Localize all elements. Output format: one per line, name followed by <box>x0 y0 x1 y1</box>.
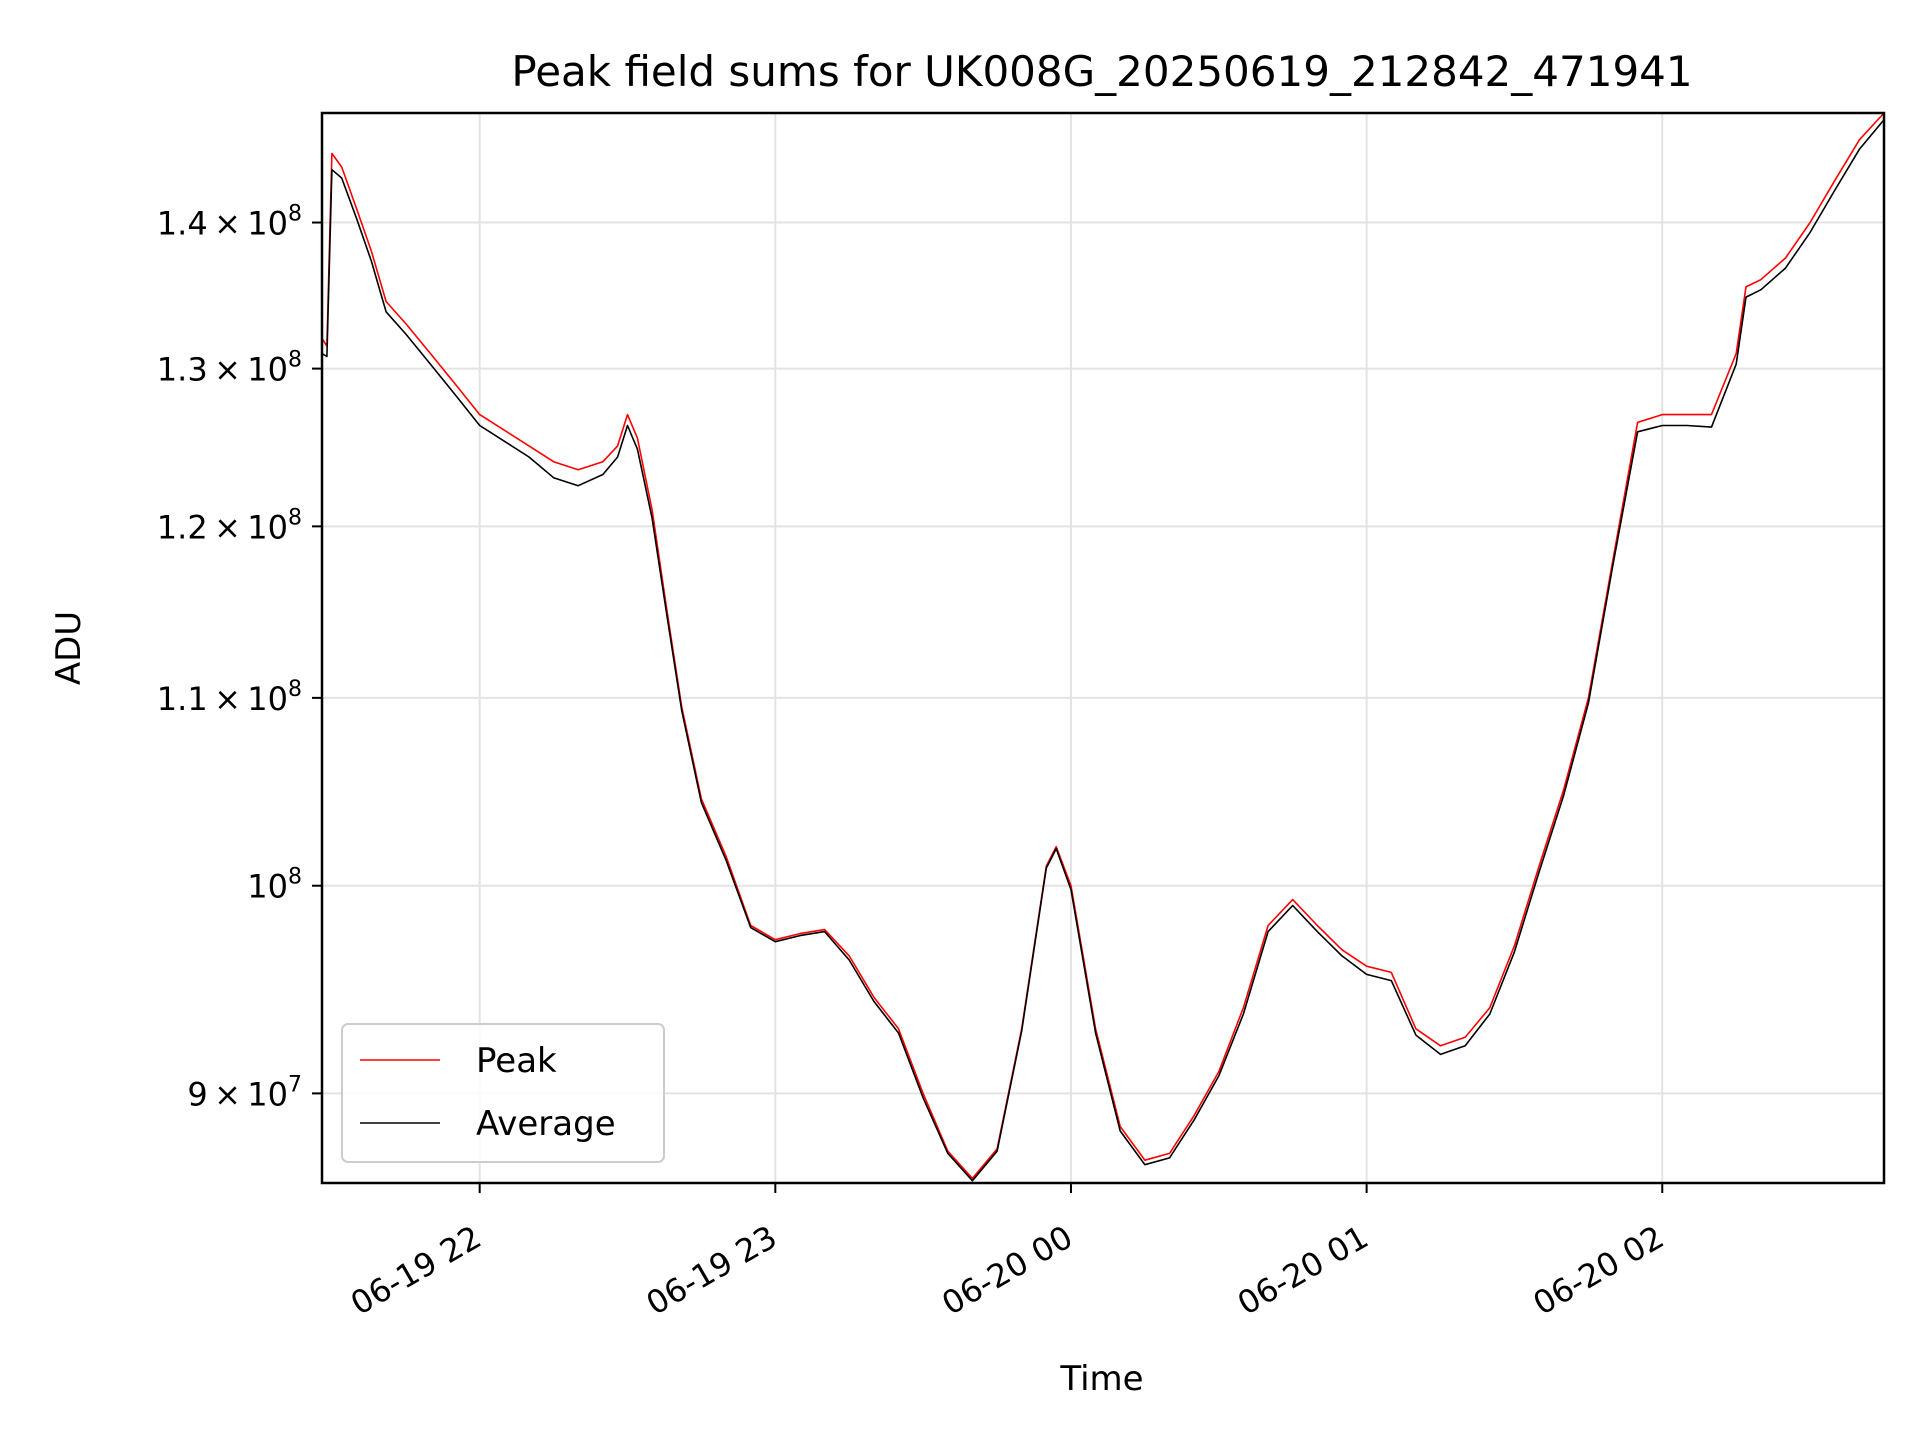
series-line-peak <box>321 112 1885 1180</box>
y-tick-label: 9 × 107 <box>187 1072 302 1113</box>
series-lines <box>321 112 1885 1182</box>
y-tick-label: 1.4 × 108 <box>157 202 302 243</box>
y-tick-label: 108 <box>247 865 302 906</box>
y-tick-label: 1.2 × 108 <box>157 505 302 546</box>
x-axis-ticks: 06-19 22 06-19 23 06-20 00 06-20 01 06-20 02 <box>344 1183 1670 1323</box>
legend-box <box>341 1023 665 1163</box>
chart-title: Peak field sums for UK008G_20250619_2128… <box>511 47 1692 96</box>
grid <box>322 113 1884 1183</box>
x-tick-label: 06-20 00 <box>935 1218 1079 1323</box>
x-tick-label: 06-19 23 <box>640 1218 784 1323</box>
y-axis-label: ADU <box>49 611 89 685</box>
x-axis-label: Time <box>1059 1359 1143 1399</box>
y-tick-label: 1.3 × 108 <box>157 348 302 389</box>
series-line-average <box>321 119 1885 1182</box>
y-axis-ticks: 9 × 107 108 1.1 × 108 1.2 × 108 1.3 × 108 1.4… <box>157 202 322 1113</box>
legend: Peak Average <box>341 1023 665 1163</box>
x-tick-label: 06-19 22 <box>344 1218 488 1323</box>
legend-label-peak: Peak <box>476 1041 557 1081</box>
y-tick-label: 1.1 × 108 <box>157 677 302 718</box>
legend-label-average: Average <box>476 1104 616 1144</box>
x-tick-label: 06-20 01 <box>1231 1218 1375 1323</box>
x-tick-label: 06-20 02 <box>1527 1218 1671 1323</box>
plot-area <box>320 111 1886 1185</box>
